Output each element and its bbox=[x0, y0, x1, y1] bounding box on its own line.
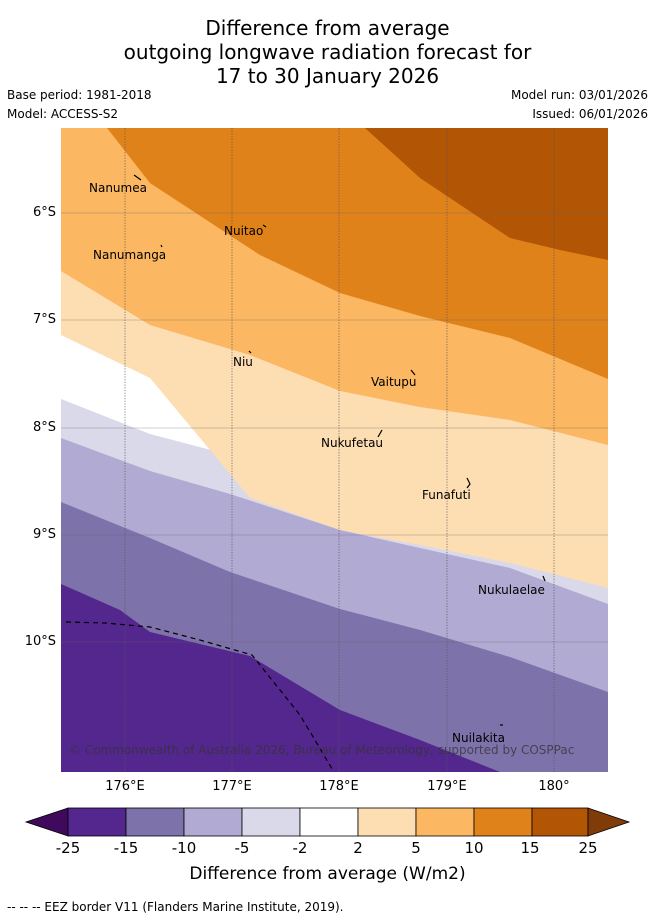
colorbar-tick: 15 bbox=[520, 839, 540, 857]
colorbar-seg-2-5 bbox=[357, 807, 417, 837]
map-title: Difference from average outgoing longwav… bbox=[0, 16, 655, 88]
island-vaitupu bbox=[410, 369, 416, 376]
lat-label-10s: 10°S bbox=[24, 634, 56, 649]
title-line-2: outgoing longwave radiation forecast for bbox=[123, 40, 532, 64]
eez-border bbox=[65, 621, 335, 772]
issued-date: Issued: 06/01/2026 bbox=[532, 107, 648, 121]
grid-lines-lat bbox=[61, 212, 608, 643]
colorbar-arrow-low bbox=[24, 807, 69, 837]
colorbar-seg-15-25 bbox=[531, 807, 589, 837]
colorbar-tick: -15 bbox=[113, 839, 139, 857]
island-nuitao bbox=[262, 224, 267, 228]
island-nanumanga bbox=[160, 244, 163, 248]
lon-label-180: 180° bbox=[538, 779, 570, 794]
lat-label-7s: 7°S bbox=[32, 312, 56, 327]
label-nuitao: Nuitao bbox=[224, 224, 263, 238]
island-shapes bbox=[133, 174, 546, 726]
title-line-3: 17 to 30 January 2026 bbox=[215, 64, 440, 88]
island-nukulaelae bbox=[542, 575, 546, 582]
label-nukulaelae: Nukulaelae bbox=[478, 583, 545, 597]
colorbar-seg-neg2-2 bbox=[299, 807, 359, 837]
label-nanumanga: Nanumanga bbox=[93, 248, 166, 262]
label-nukufetau: Nukufetau bbox=[321, 436, 383, 450]
colorbar bbox=[24, 807, 631, 837]
colorbar-seg-5-10 bbox=[415, 807, 475, 837]
base-period: Base period: 1981-2018 bbox=[7, 88, 152, 102]
colorbar-tick: -10 bbox=[171, 839, 197, 857]
label-nanumea: Nanumea bbox=[89, 181, 147, 195]
colorbar-seg-neg15-neg10 bbox=[125, 807, 185, 837]
colorbar-tick: 25 bbox=[578, 839, 598, 857]
label-nuilakita: Nuilakita bbox=[452, 731, 505, 745]
colorbar-arrow-high bbox=[587, 807, 631, 837]
lat-label-6s: 6°S bbox=[32, 205, 56, 220]
contour-map: Nanumea Nanumanga Nuitao Niu Vaitupu Nuk… bbox=[61, 128, 608, 772]
island-nanumea bbox=[133, 174, 142, 181]
island-niu bbox=[248, 350, 252, 354]
colorbar-seg-neg5-neg2 bbox=[241, 807, 301, 837]
model-name: Model: ACCESS-S2 bbox=[7, 107, 119, 121]
colorbar-tick: -25 bbox=[55, 839, 81, 857]
colorbar-title: Difference from average (W/m2) bbox=[189, 864, 466, 884]
lon-label-177e: 177°E bbox=[212, 779, 252, 794]
colorbar-tick: 2 bbox=[353, 839, 363, 857]
grid-lines bbox=[124, 128, 555, 772]
band-neg15-neg25 bbox=[61, 584, 500, 772]
colorbar-tick: -5 bbox=[234, 839, 250, 857]
lon-label-176e: 176°E bbox=[105, 779, 145, 794]
lon-label-179e: 179°E bbox=[427, 779, 467, 794]
lat-label-9s: 9°S bbox=[32, 527, 56, 542]
eez-footnote: -- -- -- EEZ border V11 (Flanders Marine… bbox=[7, 900, 344, 914]
colorbar-tick: -2 bbox=[292, 839, 308, 857]
colorbar-tick: 5 bbox=[411, 839, 421, 857]
copyright-notice: © Commonwealth of Australia 2026, Bureau… bbox=[69, 743, 574, 757]
label-niu: Niu bbox=[233, 355, 253, 369]
title-line-1: Difference from average bbox=[205, 16, 450, 40]
band-15-25 bbox=[365, 128, 608, 260]
label-vaitupu: Vaitupu bbox=[371, 375, 417, 389]
lat-label-8s: 8°S bbox=[32, 420, 56, 435]
island-funafuti bbox=[466, 477, 471, 489]
colorbar-seg-neg25-neg15 bbox=[67, 807, 127, 837]
lon-label-178e: 178°E bbox=[319, 779, 359, 794]
island-nukufetau bbox=[377, 429, 383, 438]
colorbar-tick: 10 bbox=[464, 839, 484, 857]
model-run: Model run: 03/01/2026 bbox=[510, 88, 648, 102]
colorbar-seg-neg10-neg5 bbox=[183, 807, 243, 837]
label-funafuti: Funafuti bbox=[422, 488, 471, 502]
colorbar-seg-10-15 bbox=[473, 807, 533, 837]
